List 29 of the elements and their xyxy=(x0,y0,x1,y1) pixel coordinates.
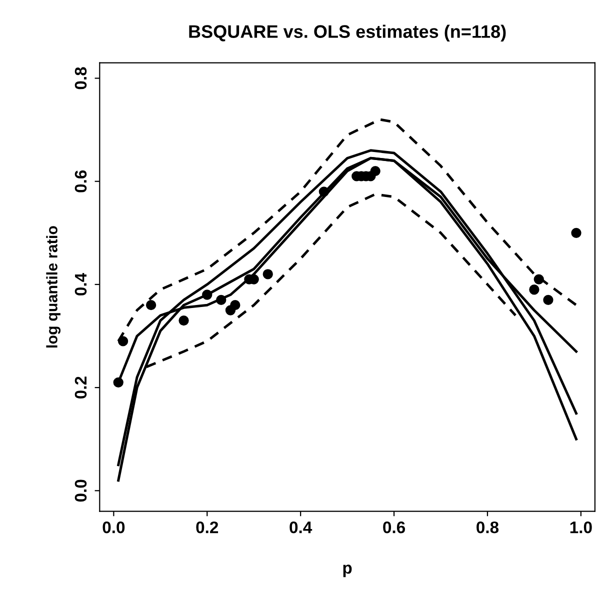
y-tick-label: 0.2 xyxy=(74,376,87,398)
y-tick-label: 0.4 xyxy=(74,272,87,296)
chart-title: BSQUARE vs. OLS estimates (n=118) xyxy=(189,24,506,42)
point xyxy=(370,166,380,176)
point xyxy=(230,300,240,310)
y-tick-label: 0.6 xyxy=(74,170,87,192)
x-tick-label: 0.0 xyxy=(102,521,125,534)
point xyxy=(571,228,582,238)
point xyxy=(318,186,330,197)
x-tick-label: 1.0 xyxy=(570,521,592,534)
point xyxy=(118,336,128,346)
x-tick-label: 0.4 xyxy=(290,521,312,534)
point xyxy=(202,290,212,300)
x-axis-title: p xyxy=(343,564,352,578)
x-tick-label: 0.8 xyxy=(476,521,499,534)
point xyxy=(216,294,226,306)
x-tick-label: 0.2 xyxy=(196,521,218,534)
point xyxy=(113,377,124,388)
point xyxy=(262,269,273,280)
x-tick-label: 0.6 xyxy=(383,521,406,534)
point xyxy=(178,315,189,326)
line-series xyxy=(145,192,517,368)
y-tick-label: 0.8 xyxy=(74,67,87,90)
point xyxy=(543,294,554,306)
y-tick-label: 0.0 xyxy=(74,480,87,502)
point xyxy=(529,284,540,295)
point xyxy=(534,274,544,284)
point xyxy=(146,300,156,310)
y-axis-title: log quantile ratio xyxy=(46,226,61,348)
